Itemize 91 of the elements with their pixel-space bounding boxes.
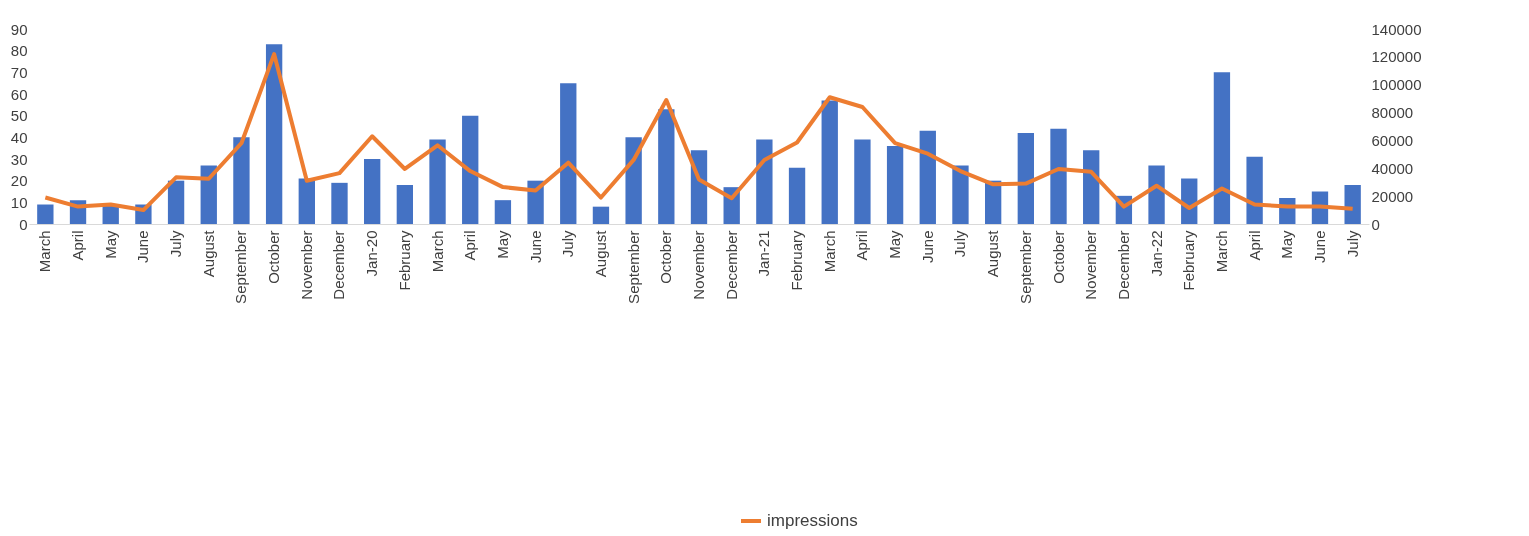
bar bbox=[756, 139, 773, 224]
y2-tick-label: 20000 bbox=[1371, 187, 1414, 205]
bar bbox=[1050, 128, 1067, 224]
y-tick-label: 40 bbox=[10, 128, 28, 146]
y2-tick-label: 100000 bbox=[1371, 76, 1422, 94]
bar bbox=[396, 185, 414, 224]
y-tick-label: 70 bbox=[10, 63, 28, 81]
x-tick-label: June bbox=[134, 230, 152, 264]
x-tick-label: September bbox=[232, 230, 250, 304]
bar bbox=[1213, 72, 1231, 224]
bar bbox=[1148, 165, 1165, 224]
x-tick-label: July bbox=[951, 230, 969, 258]
x-tick-label: February bbox=[1180, 230, 1198, 291]
y2-tick-label: 120000 bbox=[1371, 48, 1422, 66]
bar bbox=[233, 137, 250, 224]
x-tick-label: April bbox=[853, 230, 871, 261]
y-tick-label: 90 bbox=[10, 20, 28, 38]
bar bbox=[1344, 185, 1361, 224]
x-tick-label: September bbox=[1016, 230, 1034, 304]
x-tick-label: October bbox=[265, 230, 283, 284]
x-tick-label: December bbox=[330, 230, 348, 300]
line-series bbox=[43, 52, 1355, 213]
bar bbox=[788, 167, 806, 224]
x-tick-label: November bbox=[690, 230, 707, 300]
bar bbox=[167, 180, 185, 224]
x-tick-label: Jan-20 bbox=[363, 230, 381, 277]
x-tick-label: June bbox=[1310, 230, 1328, 264]
x-tick-label: June bbox=[526, 230, 544, 264]
y2-tick-label: 60000 bbox=[1371, 131, 1414, 149]
bar bbox=[560, 83, 577, 224]
bar bbox=[886, 146, 904, 224]
bar bbox=[854, 139, 871, 224]
x-tick-label: May bbox=[1278, 230, 1296, 259]
x-tick-label: July bbox=[559, 230, 577, 258]
bar bbox=[592, 206, 610, 224]
bar bbox=[37, 204, 54, 224]
bar bbox=[364, 159, 381, 224]
x-tick-label: October bbox=[657, 230, 675, 284]
x-tick-label: November bbox=[297, 230, 315, 300]
bar bbox=[298, 178, 315, 224]
x-tick-label: March bbox=[1212, 230, 1230, 273]
x-tick-label: August bbox=[984, 229, 1002, 278]
x-tick-label: July bbox=[1343, 230, 1361, 258]
x-tick-label: December bbox=[1114, 230, 1132, 300]
x-tick-label: April bbox=[69, 230, 87, 261]
x-tick-label: Jan-22 bbox=[1147, 230, 1165, 277]
x-tick-label: May bbox=[493, 230, 511, 259]
bar bbox=[331, 182, 348, 224]
bar bbox=[1246, 156, 1263, 224]
bar bbox=[821, 100, 838, 224]
y-tick-label: 20 bbox=[10, 172, 28, 190]
x-tick-label: August bbox=[591, 229, 609, 278]
y-tick-label: 30 bbox=[10, 150, 28, 168]
bar bbox=[625, 137, 642, 224]
x-tick-label: September bbox=[624, 230, 642, 304]
bar bbox=[919, 130, 936, 224]
x-tick-label: March bbox=[36, 230, 54, 273]
y-tick-label: 80 bbox=[10, 42, 28, 60]
y-tick-label: 0 bbox=[19, 215, 28, 233]
y-tick-label: 50 bbox=[10, 107, 28, 125]
x-tick-label: November bbox=[1082, 230, 1100, 300]
x-tick-label: April bbox=[461, 230, 479, 261]
y2-tick-label: 80000 bbox=[1371, 104, 1414, 122]
x-tick-label: March bbox=[820, 230, 838, 273]
bar bbox=[462, 115, 479, 224]
x-tick-label: February bbox=[395, 230, 413, 291]
x-tick-label: May bbox=[886, 230, 904, 259]
y-tick-label: 10 bbox=[10, 193, 28, 211]
bar bbox=[1017, 133, 1034, 224]
x-tick-label: February bbox=[788, 230, 806, 291]
y2-tick-label: 0 bbox=[1371, 215, 1380, 233]
x-tick-label: December bbox=[722, 230, 740, 300]
x-tick-label: April bbox=[1245, 230, 1263, 261]
x-tick-label: July bbox=[167, 230, 185, 258]
bar bbox=[952, 165, 969, 224]
bar bbox=[265, 44, 283, 224]
x-tick-label: March bbox=[428, 230, 446, 273]
x-tick-label: Jan-21 bbox=[755, 230, 773, 277]
bar bbox=[429, 139, 446, 224]
y2-tick-label: 40000 bbox=[1371, 159, 1414, 177]
x-tick-label: October bbox=[1049, 230, 1067, 284]
bar bbox=[658, 109, 675, 224]
x-tick-label: June bbox=[918, 230, 936, 264]
x-tick-label: May bbox=[101, 230, 119, 259]
bar bbox=[494, 200, 512, 224]
bar bbox=[1083, 150, 1100, 224]
y2-tick-label: 140000 bbox=[1371, 20, 1422, 38]
x-tick-label: August bbox=[199, 229, 217, 278]
bar bbox=[527, 180, 544, 224]
legend-label: impressions bbox=[767, 511, 858, 530]
y-tick-label: 60 bbox=[10, 85, 28, 103]
